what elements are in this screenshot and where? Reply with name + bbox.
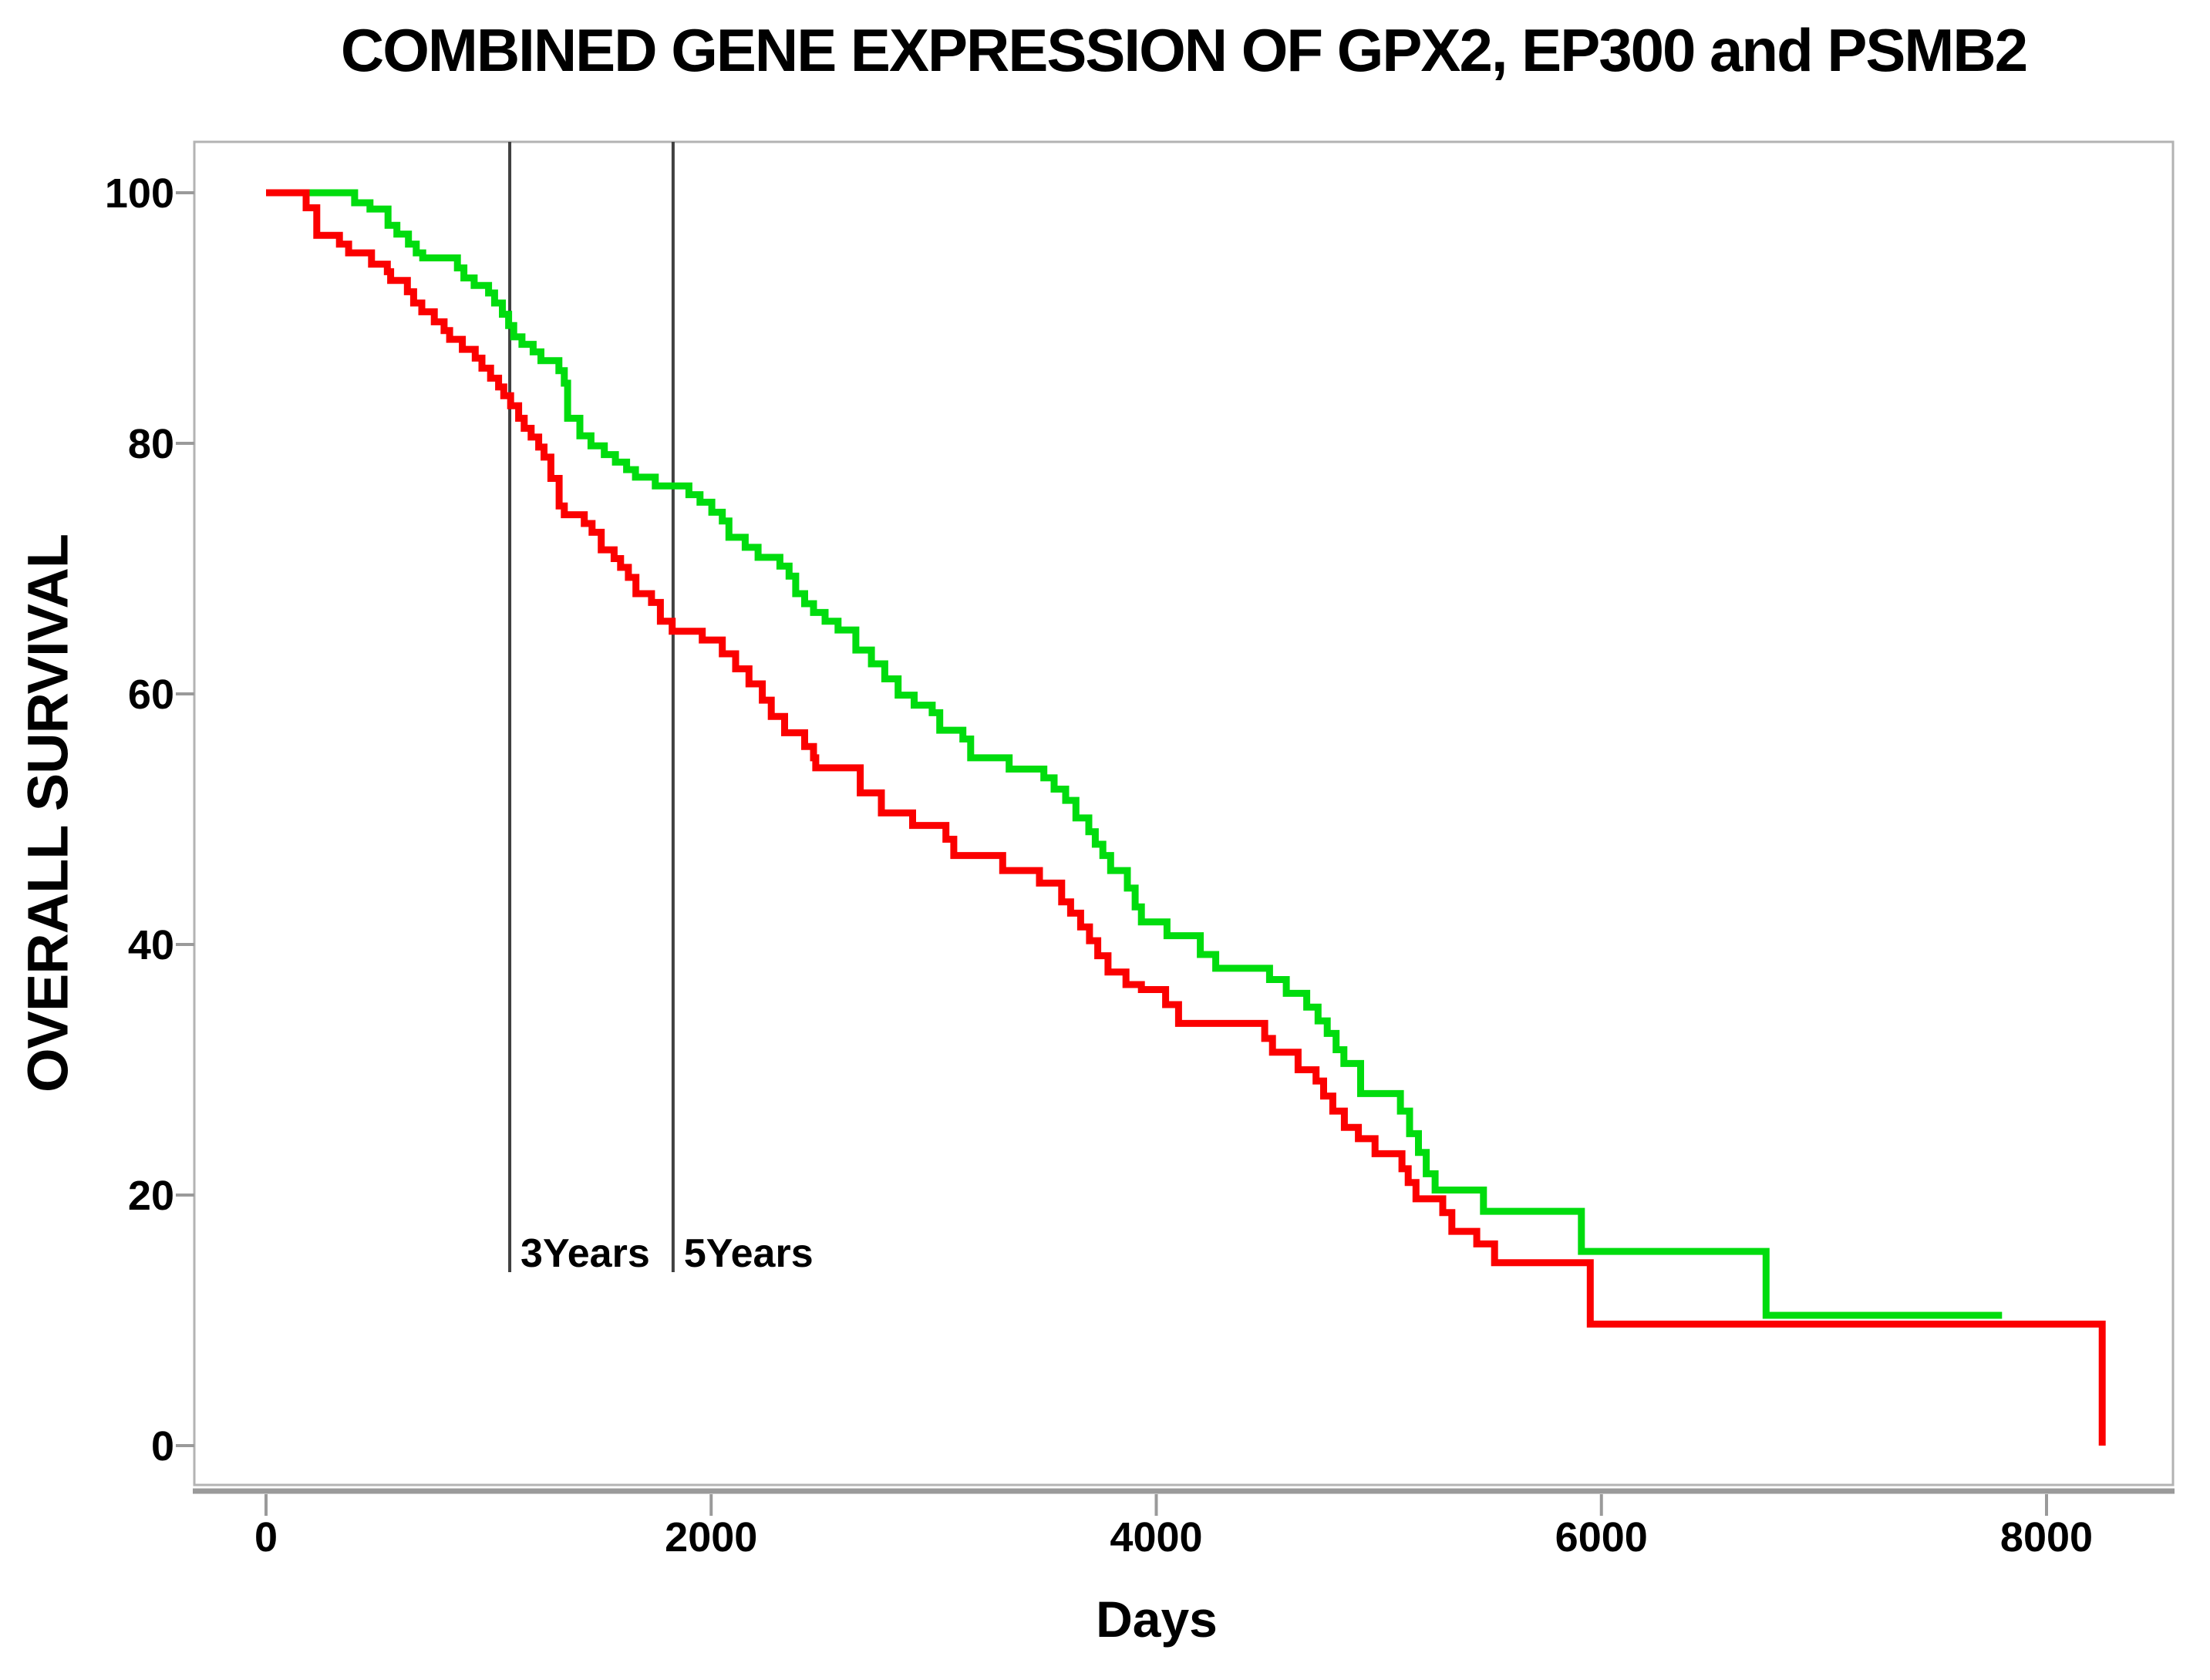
y-tick-label: 80 [128,421,174,467]
y-tick-label: 20 [128,1173,174,1219]
x-tick-label: 4000 [1110,1514,1202,1560]
x-axis-title: Days [1096,1591,1218,1648]
survival-curve-green-curve [266,189,2003,1319]
y-tick-label: 40 [128,922,174,968]
x-tick-label: 2000 [665,1514,757,1560]
survival-curve-red-curve [266,189,2106,1446]
y-tick-label: 0 [151,1423,174,1470]
annotation-label-5years: 5Years [683,1231,814,1276]
y-tick-label: 100 [105,170,174,217]
plot-border [193,140,2175,1486]
x-tick-label: 8000 [2000,1514,2093,1560]
x-tick-label: 0 [254,1514,278,1560]
y-tick-label: 60 [128,672,174,718]
annotation-label-3years: 3Years [520,1231,650,1276]
chart-title: COMBINED GENE EXPRESSION OF GPX2, EP300 … [340,16,2028,84]
x-tick-label: 6000 [1555,1514,1648,1560]
